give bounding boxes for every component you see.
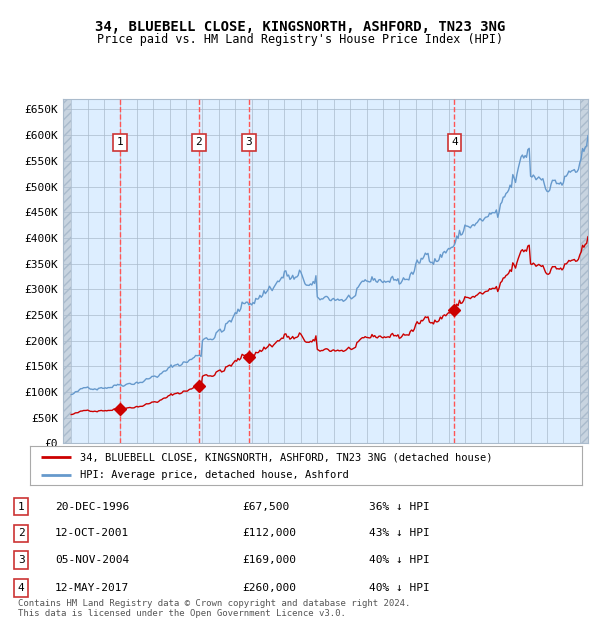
Text: 36% ↓ HPI: 36% ↓ HPI <box>369 502 430 512</box>
Text: 2: 2 <box>196 137 202 147</box>
Text: 1: 1 <box>18 502 25 512</box>
Text: 40% ↓ HPI: 40% ↓ HPI <box>369 583 430 593</box>
Text: 12-OCT-2001: 12-OCT-2001 <box>55 528 130 538</box>
Text: 1: 1 <box>116 137 124 147</box>
Text: Contains HM Land Registry data © Crown copyright and database right 2024.
This d: Contains HM Land Registry data © Crown c… <box>18 599 410 618</box>
Text: 4: 4 <box>18 583 25 593</box>
Text: 2: 2 <box>18 528 25 538</box>
Bar <box>580 99 588 443</box>
Text: 43% ↓ HPI: 43% ↓ HPI <box>369 528 430 538</box>
Text: 34, BLUEBELL CLOSE, KINGSNORTH, ASHFORD, TN23 3NG: 34, BLUEBELL CLOSE, KINGSNORTH, ASHFORD,… <box>95 20 505 34</box>
Text: £112,000: £112,000 <box>242 528 296 538</box>
Text: 05-NOV-2004: 05-NOV-2004 <box>55 555 130 565</box>
Text: £67,500: £67,500 <box>242 502 290 512</box>
Text: Price paid vs. HM Land Registry's House Price Index (HPI): Price paid vs. HM Land Registry's House … <box>97 33 503 46</box>
Text: 3: 3 <box>18 555 25 565</box>
Text: 20-DEC-1996: 20-DEC-1996 <box>55 502 130 512</box>
Bar <box>63 99 71 443</box>
Text: 34, BLUEBELL CLOSE, KINGSNORTH, ASHFORD, TN23 3NG (detached house): 34, BLUEBELL CLOSE, KINGSNORTH, ASHFORD,… <box>80 452 492 462</box>
Text: 3: 3 <box>245 137 253 147</box>
Text: £260,000: £260,000 <box>242 583 296 593</box>
Text: 4: 4 <box>451 137 458 147</box>
Text: 40% ↓ HPI: 40% ↓ HPI <box>369 555 430 565</box>
Text: 12-MAY-2017: 12-MAY-2017 <box>55 583 130 593</box>
Text: £169,000: £169,000 <box>242 555 296 565</box>
Text: HPI: Average price, detached house, Ashford: HPI: Average price, detached house, Ashf… <box>80 470 349 480</box>
